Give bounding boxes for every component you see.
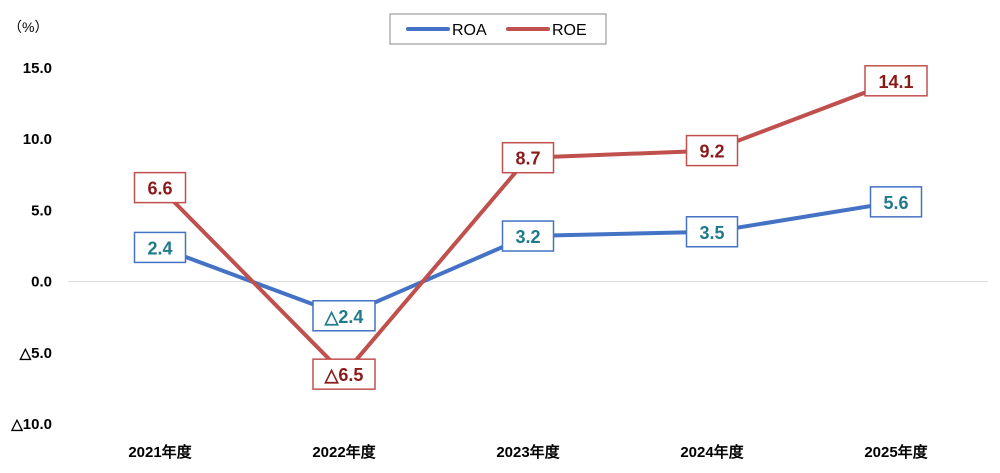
data-label-box (133, 231, 187, 264)
data-label-box (685, 134, 739, 167)
data-label-text: △6.5 (324, 365, 364, 385)
data-label-text: 6.6 (147, 179, 172, 199)
x-axis: 2021年度 2022年度 2023年度 2024年度 2025年度 (128, 443, 928, 461)
data-labels: 2.4 △2.4 3.2 3.5 5.6 6.6 △6.5 8.7 9.2 14.1 (133, 65, 928, 390)
legend: ROA ROE (389, 13, 607, 45)
x-tick-label: 2021年度 (128, 443, 192, 461)
y-axis: 15.0 10.0 5.0 0.0 △5.0 △10.0 (10, 60, 52, 433)
data-label-text: 2.4 (147, 238, 172, 258)
data-label-roa: 5.6 (869, 186, 923, 218)
x-tick-label: 2024年度 (680, 443, 744, 461)
data-label-box (133, 171, 187, 204)
data-label-box (869, 186, 923, 218)
data-label-text: 3.2 (515, 227, 540, 247)
y-tick-label: 15.0 (23, 60, 52, 77)
data-label-box (685, 216, 739, 248)
data-label-text: 9.2 (699, 142, 724, 162)
data-label-roa: 3.2 (501, 220, 555, 252)
unit-label: （%） (8, 19, 48, 35)
y-tick-label: △10.0 (10, 416, 52, 433)
data-label-text: △2.4 (324, 307, 364, 327)
data-label-box (501, 220, 555, 252)
data-label-box (312, 300, 376, 332)
data-label-box (312, 358, 376, 390)
y-tick-label: 10.0 (23, 131, 52, 148)
data-label-box (501, 141, 555, 174)
x-tick-label: 2025年度 (864, 443, 928, 461)
x-tick-label: 2023年度 (496, 443, 560, 461)
y-tick-label: △5.0 (19, 345, 52, 362)
data-label-roa: 3.5 (685, 216, 739, 248)
data-label-roe: 8.7 (501, 141, 555, 174)
data-label-roe: 9.2 (685, 134, 739, 167)
y-tick-label: 5.0 (31, 202, 52, 219)
legend-label-roa: ROA (452, 22, 487, 39)
data-label-text: 8.7 (515, 149, 540, 169)
data-label-roa: △2.4 (312, 300, 376, 332)
data-label-box (864, 65, 928, 97)
data-label-roe: 14.1 (864, 65, 928, 97)
data-label-text: 5.6 (883, 193, 908, 213)
data-label-roa: 2.4 (133, 231, 187, 264)
data-label-text: 14.1 (878, 72, 913, 92)
data-label-roe: △6.5 (312, 358, 376, 390)
legend-label-roe: ROE (552, 22, 587, 39)
data-label-text: 3.5 (699, 223, 724, 243)
y-tick-label: 0.0 (31, 274, 52, 291)
x-tick-label: 2022年度 (312, 443, 376, 461)
data-label-roe: 6.6 (133, 171, 187, 204)
